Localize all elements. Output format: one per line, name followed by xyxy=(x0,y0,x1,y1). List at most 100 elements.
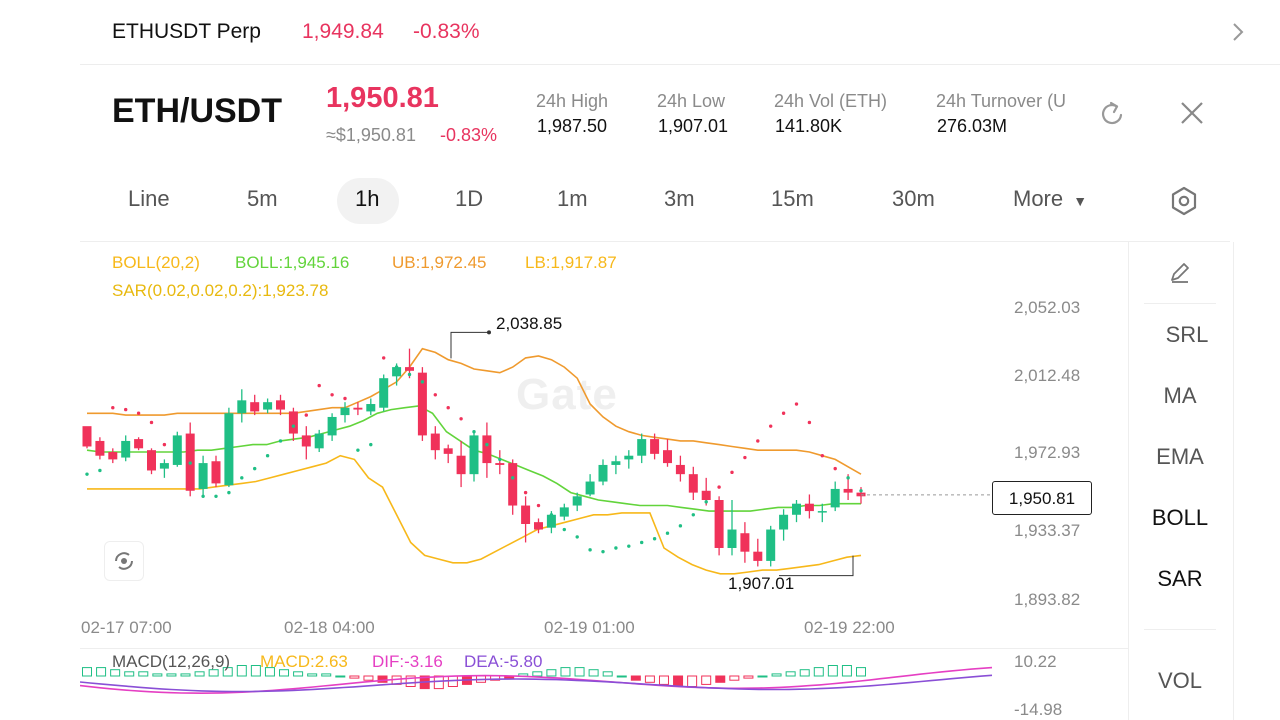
stat-low-value: 1,907.01 xyxy=(658,116,729,136)
sar-dot xyxy=(678,524,683,528)
boll-params-label: BOLL(20,2) xyxy=(112,253,200,272)
candle-down xyxy=(701,490,711,501)
candle-down xyxy=(804,503,814,512)
macd-histogram-bar xyxy=(138,671,149,677)
sar-dot xyxy=(253,466,257,471)
macd-histogram-bar xyxy=(630,675,641,681)
sar-dot xyxy=(214,494,218,499)
macd-histogram-bar xyxy=(602,671,613,677)
sidebar-item-sar[interactable]: SAR xyxy=(1157,566,1203,591)
tab-more-label: More xyxy=(1013,186,1064,211)
macd-histogram-bar xyxy=(307,673,318,677)
sar-dot xyxy=(601,549,605,554)
stat-low-label: 24h Low xyxy=(657,91,726,111)
sar-dot xyxy=(614,546,618,550)
indicator-sidebar xyxy=(1128,242,1234,720)
sar-dot xyxy=(240,476,244,480)
candle-down xyxy=(688,474,698,493)
macd-histogram-bar xyxy=(82,667,92,677)
sidebar-item-srl[interactable]: SRL xyxy=(1165,322,1209,347)
candle-down xyxy=(250,402,260,412)
pencil-edit-icon[interactable] xyxy=(1166,258,1194,286)
sar-dot xyxy=(201,494,205,499)
candle-up xyxy=(817,511,827,513)
candle-down xyxy=(753,551,763,561)
macd-histogram-bar xyxy=(279,669,290,677)
sar-dot xyxy=(85,472,89,476)
candle-down xyxy=(430,433,440,451)
candle-up xyxy=(159,463,169,469)
price-change-pct: -0.83% xyxy=(440,125,498,145)
sar-dot xyxy=(162,442,167,447)
sidebar-item-boll[interactable]: BOLL xyxy=(1151,505,1209,530)
sar-dot xyxy=(136,411,141,415)
candle-up xyxy=(611,461,621,465)
x-tick: 02-19 22:00 xyxy=(804,618,895,637)
dea-line xyxy=(80,674,993,693)
candle-down xyxy=(675,464,685,475)
sar-dot xyxy=(652,537,657,541)
macd-histogram-bar xyxy=(658,675,669,685)
candle-up xyxy=(224,413,234,486)
sar-dot xyxy=(717,485,721,489)
sar-dot xyxy=(343,396,347,401)
macd-params-label: MACD(12,26,9) xyxy=(112,652,231,671)
high-marker-line xyxy=(450,331,489,359)
sar-dot xyxy=(356,448,360,452)
stat-turnover-value: 276.03M xyxy=(937,116,1008,136)
sar-dot xyxy=(330,393,334,397)
tab-1d[interactable]: 1D xyxy=(455,186,484,211)
sar-dot xyxy=(756,439,760,443)
candle-down xyxy=(521,505,531,524)
ticker-bar[interactable]: ETHUSDT Perp 1,949.84 -0.83% xyxy=(0,0,1280,64)
macd-histogram-bar xyxy=(673,675,684,687)
macd-y-tick: -14.98 xyxy=(1014,700,1063,719)
sar-dot xyxy=(407,372,412,377)
close-icon[interactable] xyxy=(1176,97,1208,129)
macd-y-tick: 10.22 xyxy=(1014,652,1057,671)
sidebar-item-ema[interactable]: EMA xyxy=(1156,444,1204,469)
candlestick-chart[interactable] xyxy=(80,242,1128,720)
chart-toggle-button[interactable] xyxy=(104,541,144,581)
settings-hexagon-icon[interactable] xyxy=(1167,184,1201,218)
sar-dot xyxy=(175,450,179,454)
tab-30m[interactable]: 30m xyxy=(892,186,935,211)
macd-histogram-bar xyxy=(644,675,655,683)
sar-dot xyxy=(820,454,824,458)
candle-down xyxy=(134,439,144,449)
candle-down xyxy=(353,407,363,410)
sar-dot xyxy=(730,470,734,475)
tab-more[interactable]: More ▼ xyxy=(1013,186,1087,212)
sidebar-item-vol[interactable]: VOL xyxy=(1157,668,1203,693)
sar-dot xyxy=(369,442,373,447)
sar-dot xyxy=(859,489,863,493)
current-price-tag: 1,950.81 xyxy=(992,481,1092,515)
tab-1h[interactable]: 1h xyxy=(355,186,380,211)
tab-line[interactable]: Line xyxy=(128,186,170,211)
sidebar-item-ma[interactable]: MA xyxy=(1163,383,1197,408)
macd-histogram-bar xyxy=(856,667,866,677)
sar-dot xyxy=(794,402,799,406)
tab-3m[interactable]: 3m xyxy=(664,186,695,211)
candle-up xyxy=(585,481,595,495)
macd-histogram-bar xyxy=(574,667,585,677)
divider xyxy=(1144,629,1216,630)
boll-lb-label: LB:1,917.87 xyxy=(525,253,617,272)
x-tick: 02-18 04:00 xyxy=(284,618,375,637)
tab-1m[interactable]: 1m xyxy=(557,186,588,211)
candle-down xyxy=(443,448,453,454)
sar-dot xyxy=(124,407,128,412)
candle-up xyxy=(766,529,776,561)
tab-15m[interactable]: 15m xyxy=(771,186,814,211)
candle-down xyxy=(288,411,298,434)
candle-up xyxy=(779,514,789,530)
divider xyxy=(80,241,1230,242)
sar-dot xyxy=(575,535,579,539)
macd-histogram-bar xyxy=(560,667,571,677)
chevron-right-icon[interactable] xyxy=(1226,18,1250,46)
tab-5m[interactable]: 5m xyxy=(247,186,278,211)
refresh-icon[interactable] xyxy=(1096,98,1128,130)
candle-down xyxy=(301,435,311,447)
macd-histogram-bar xyxy=(96,667,107,677)
macd-histogram-bar xyxy=(588,669,599,677)
